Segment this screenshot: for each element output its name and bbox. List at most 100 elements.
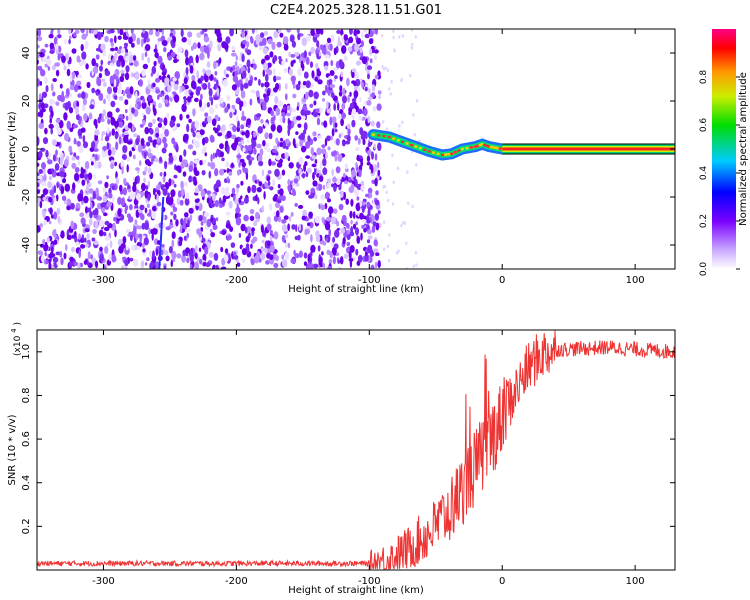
noise-speckle xyxy=(92,209,97,216)
noise-speckle xyxy=(358,116,363,121)
noise-speckle xyxy=(67,60,71,65)
noise-speckle xyxy=(277,215,282,223)
noise-speckle xyxy=(294,51,300,57)
noise-speckle xyxy=(224,106,229,113)
signal-core-dot xyxy=(474,145,478,148)
signal-core-dot xyxy=(496,147,500,150)
noise-speckle xyxy=(194,261,199,269)
snr-scale-label: (x10 4 ) xyxy=(10,322,23,356)
noise-speckle xyxy=(223,78,228,87)
noise-speckle xyxy=(366,100,372,106)
noise-speckle xyxy=(362,29,368,33)
noise-speckle xyxy=(377,161,380,169)
noise-speckle xyxy=(40,243,44,248)
noise-speckle xyxy=(249,98,253,106)
noise-speckle xyxy=(81,168,86,174)
noise-speckle xyxy=(71,234,75,239)
noise-speckle xyxy=(203,36,210,43)
noise-speckle xyxy=(285,58,288,63)
noise-speckle xyxy=(245,41,250,48)
noise-speckle xyxy=(187,31,193,38)
noise-speckle xyxy=(79,212,85,217)
noise-speckle xyxy=(226,95,231,101)
noise-speckle xyxy=(185,247,191,254)
noise-speckle xyxy=(132,181,137,187)
noise-speckle xyxy=(342,237,346,245)
noise-speckle xyxy=(94,220,100,229)
noise-speckle xyxy=(331,183,334,188)
noise-speckle xyxy=(147,56,151,64)
noise-speckle xyxy=(74,235,78,243)
noise-speckle xyxy=(293,83,296,89)
noise-speckle xyxy=(255,113,262,118)
noise-speckle xyxy=(329,43,333,52)
noise-speckle xyxy=(302,81,307,86)
noise-speckle xyxy=(283,36,289,45)
noise-speckle xyxy=(40,69,46,77)
noise-speckle xyxy=(111,185,116,191)
noise-speckle xyxy=(337,36,341,44)
noise-speckle xyxy=(207,82,211,90)
noise-speckle xyxy=(102,195,108,203)
noise-speckle xyxy=(351,119,356,128)
noise-speckle xyxy=(322,167,328,176)
noise-speckle xyxy=(290,54,296,58)
noise-speckle xyxy=(325,42,329,52)
noise-speckle xyxy=(56,207,61,216)
noise-speckle xyxy=(266,89,271,97)
noise-speckle xyxy=(53,36,58,46)
noise-speckle xyxy=(128,36,133,45)
noise-speckle xyxy=(170,93,174,99)
noise-speckle xyxy=(84,243,89,248)
noise-speckle xyxy=(71,48,77,54)
noise-speckle xyxy=(212,224,218,231)
noise-speckle xyxy=(288,215,292,222)
noise-speckle xyxy=(288,68,293,76)
noise-speckle xyxy=(250,243,253,249)
noise-speckle xyxy=(74,167,80,173)
noise-speckle xyxy=(240,140,245,145)
noise-speckle xyxy=(225,223,232,229)
noise-speckle xyxy=(362,215,367,220)
colorbar-tick-label: 0.6 xyxy=(699,118,709,133)
noise-speckle xyxy=(303,50,307,59)
noise-speckle xyxy=(42,137,49,145)
noise-speckle xyxy=(252,140,257,148)
noise-speckle xyxy=(142,98,146,104)
noise-speckle xyxy=(261,37,267,46)
noise-speckle xyxy=(356,154,360,162)
noise-speckle xyxy=(93,214,99,219)
noise-speckle xyxy=(118,96,124,101)
noise-speckle xyxy=(106,142,110,150)
noise-speckle xyxy=(155,132,160,138)
noise-speckle xyxy=(305,34,311,42)
noise-speckle xyxy=(352,108,357,115)
noise-speckle xyxy=(385,190,388,195)
noise-speckle xyxy=(192,131,196,138)
noise-speckle xyxy=(144,221,150,231)
noise-speckle xyxy=(95,187,99,196)
y-tick-label: 0.2 xyxy=(21,518,32,534)
noise-speckle xyxy=(140,260,145,269)
noise-speckle xyxy=(287,178,291,186)
noise-speckle xyxy=(255,218,260,223)
noise-speckle xyxy=(355,248,359,256)
colorbar-gradient xyxy=(712,29,736,269)
noise-speckle xyxy=(213,96,219,101)
noise-speckle xyxy=(217,132,223,137)
noise-speckle xyxy=(302,209,307,218)
noise-speckle xyxy=(315,29,322,35)
noise-speckle xyxy=(161,71,167,76)
noise-speckle xyxy=(349,91,352,97)
noise-speckle xyxy=(192,138,196,145)
noise-speckle xyxy=(261,239,265,244)
noise-speckle xyxy=(331,92,335,99)
noise-speckle xyxy=(101,131,104,138)
noise-speckle xyxy=(377,90,382,95)
noise-speckle xyxy=(104,35,109,43)
noise-speckle xyxy=(80,217,86,225)
noise-speckle xyxy=(236,184,240,189)
noise-speckle xyxy=(327,146,331,151)
noise-speckle xyxy=(194,97,199,103)
y-tick-label: 20 xyxy=(21,95,32,108)
